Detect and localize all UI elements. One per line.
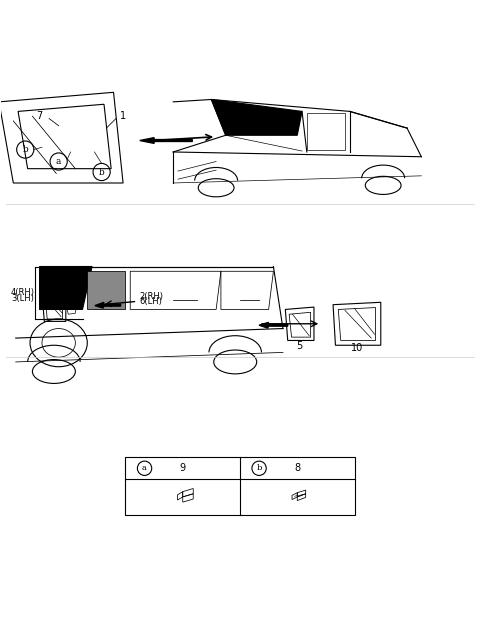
Text: 9: 9 <box>180 463 186 473</box>
Polygon shape <box>87 271 125 309</box>
Text: 6(LH): 6(LH) <box>140 297 163 306</box>
Text: 7: 7 <box>36 111 43 121</box>
Text: b: b <box>256 464 262 472</box>
Text: a: a <box>142 464 147 472</box>
Text: b: b <box>99 168 105 177</box>
Polygon shape <box>39 267 92 309</box>
Polygon shape <box>259 322 288 328</box>
Text: a: a <box>56 157 61 166</box>
Text: 3(LH): 3(LH) <box>11 294 34 303</box>
Text: 5: 5 <box>297 341 303 351</box>
Text: b: b <box>23 145 28 154</box>
Polygon shape <box>95 302 120 308</box>
Text: 2(RH): 2(RH) <box>140 292 164 300</box>
Text: 1: 1 <box>120 111 126 121</box>
Polygon shape <box>211 100 302 135</box>
Text: 8: 8 <box>294 463 300 473</box>
Text: 10: 10 <box>351 343 363 353</box>
Polygon shape <box>140 138 192 144</box>
Bar <box>125 457 355 515</box>
Text: 4(RH): 4(RH) <box>11 288 35 297</box>
